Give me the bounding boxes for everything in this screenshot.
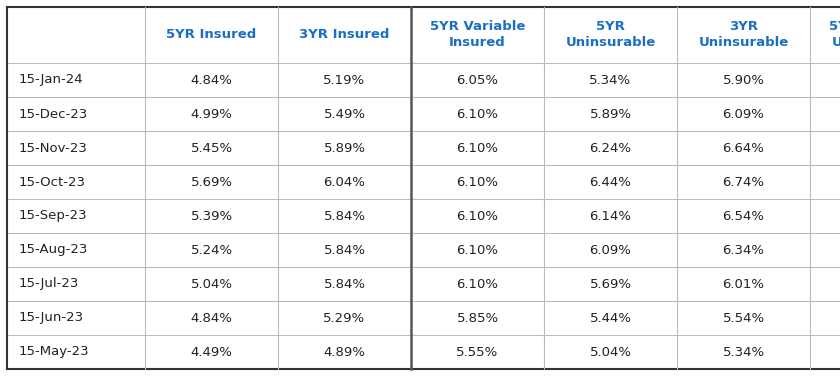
Text: 6.10%: 6.10% [456, 277, 498, 290]
Text: 5YR Variable
Insured: 5YR Variable Insured [430, 21, 525, 49]
Text: 5.34%: 5.34% [590, 73, 632, 87]
Text: 5.90%: 5.90% [722, 73, 764, 87]
Text: 5.85%: 5.85% [456, 312, 499, 325]
Text: 5.84%: 5.84% [323, 209, 365, 223]
Text: 5.04%: 5.04% [191, 277, 233, 290]
Text: 5.45%: 5.45% [191, 141, 233, 155]
Text: 6.10%: 6.10% [456, 141, 498, 155]
Text: 15-Aug-23: 15-Aug-23 [19, 244, 88, 256]
Text: 5.84%: 5.84% [323, 244, 365, 256]
Text: 5.55%: 5.55% [456, 345, 499, 358]
Text: 5YR
Uninsurable: 5YR Uninsurable [565, 21, 656, 49]
Text: 6.24%: 6.24% [590, 141, 632, 155]
Text: 6.54%: 6.54% [722, 209, 764, 223]
Text: 5.29%: 5.29% [323, 312, 365, 325]
Text: 5.24%: 5.24% [191, 244, 233, 256]
Text: 15-Jan-24: 15-Jan-24 [19, 73, 84, 87]
Text: 6.14%: 6.14% [590, 209, 632, 223]
Text: 5.89%: 5.89% [323, 141, 365, 155]
Text: 6.10%: 6.10% [456, 244, 498, 256]
Text: 6.64%: 6.64% [722, 141, 764, 155]
Text: 15-Nov-23: 15-Nov-23 [19, 141, 88, 155]
Text: 6.04%: 6.04% [323, 176, 365, 188]
Text: 5.34%: 5.34% [722, 345, 764, 358]
Text: 5.49%: 5.49% [323, 108, 365, 120]
Text: 15-May-23: 15-May-23 [19, 345, 90, 358]
Text: 4.49%: 4.49% [191, 345, 233, 358]
Text: 5YR Insured: 5YR Insured [166, 28, 257, 41]
Text: 4.99%: 4.99% [191, 108, 233, 120]
Text: 6.10%: 6.10% [456, 209, 498, 223]
Text: 5.69%: 5.69% [191, 176, 233, 188]
Text: 4.89%: 4.89% [323, 345, 365, 358]
Text: 6.01%: 6.01% [722, 277, 764, 290]
Text: 5.89%: 5.89% [590, 108, 632, 120]
Text: 6.10%: 6.10% [456, 108, 498, 120]
Text: 5.39%: 5.39% [191, 209, 233, 223]
Text: 6.44%: 6.44% [590, 176, 632, 188]
Text: 6.09%: 6.09% [590, 244, 632, 256]
Text: 5.19%: 5.19% [323, 73, 365, 87]
Text: 5.54%: 5.54% [722, 312, 764, 325]
Text: 15-Jun-23: 15-Jun-23 [19, 312, 84, 325]
Text: 4.84%: 4.84% [191, 73, 233, 87]
Text: 6.74%: 6.74% [722, 176, 764, 188]
Text: 6.34%: 6.34% [722, 244, 764, 256]
Text: 15-Sep-23: 15-Sep-23 [19, 209, 87, 223]
Text: 5.04%: 5.04% [590, 345, 632, 358]
Text: 6.05%: 6.05% [456, 73, 498, 87]
Text: 3YR Insured: 3YR Insured [299, 28, 390, 41]
Text: 5.84%: 5.84% [323, 277, 365, 290]
Text: 6.09%: 6.09% [722, 108, 764, 120]
Text: 15-Dec-23: 15-Dec-23 [19, 108, 88, 120]
Text: 15-Oct-23: 15-Oct-23 [19, 176, 86, 188]
Text: 15-Jul-23: 15-Jul-23 [19, 277, 79, 290]
Text: 3YR
Uninsurable: 3YR Uninsurable [698, 21, 789, 49]
Text: 4.84%: 4.84% [191, 312, 233, 325]
Text: 5.69%: 5.69% [590, 277, 632, 290]
Text: 5YR Variable
Uninsurable: 5YR Variable Uninsurable [829, 21, 840, 49]
Text: 5.44%: 5.44% [590, 312, 632, 325]
Text: 6.10%: 6.10% [456, 176, 498, 188]
